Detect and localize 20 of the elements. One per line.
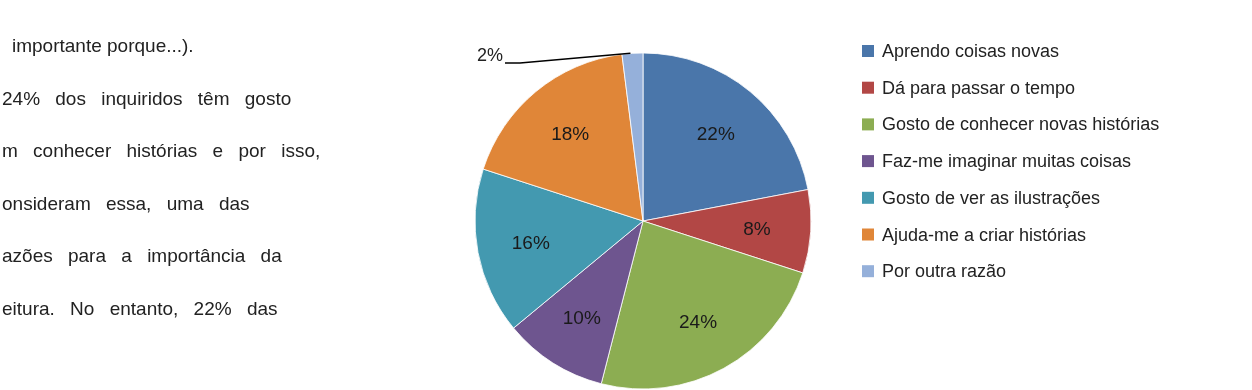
data-label: 22% (696, 122, 735, 144)
text: azões para a importância da (2, 245, 283, 266)
legend-label: Ajuda-me a criar histórias (882, 224, 1087, 245)
data-label: 24% (679, 310, 718, 332)
text: onsideram essa, uma das (2, 192, 250, 214)
text: 24% dos inquiridos têm gosto (2, 87, 292, 109)
legend-label: Faz-me imaginar muitas coisas (882, 151, 1132, 172)
text: m conhecer histórias e por isso, (2, 140, 321, 161)
text: importante porque...). (12, 35, 194, 56)
legend-label: Gosto de ver as ilustrações (882, 187, 1101, 208)
data-label: 8% (743, 217, 771, 239)
legend-label: Dá para passar o tempo (882, 77, 1076, 98)
text: eitura. No entanto, 22% das (2, 297, 278, 319)
legend-label: Gosto de conhecer novas histórias (882, 114, 1160, 135)
legend-label: Aprendo coisas novas (882, 41, 1060, 61)
data-label: 18% (551, 122, 590, 144)
data-label: 16% (511, 232, 550, 254)
data-label: 2% (476, 45, 503, 65)
legend-label: Por outra razão (882, 261, 1007, 282)
data-label: 10% (562, 307, 601, 329)
